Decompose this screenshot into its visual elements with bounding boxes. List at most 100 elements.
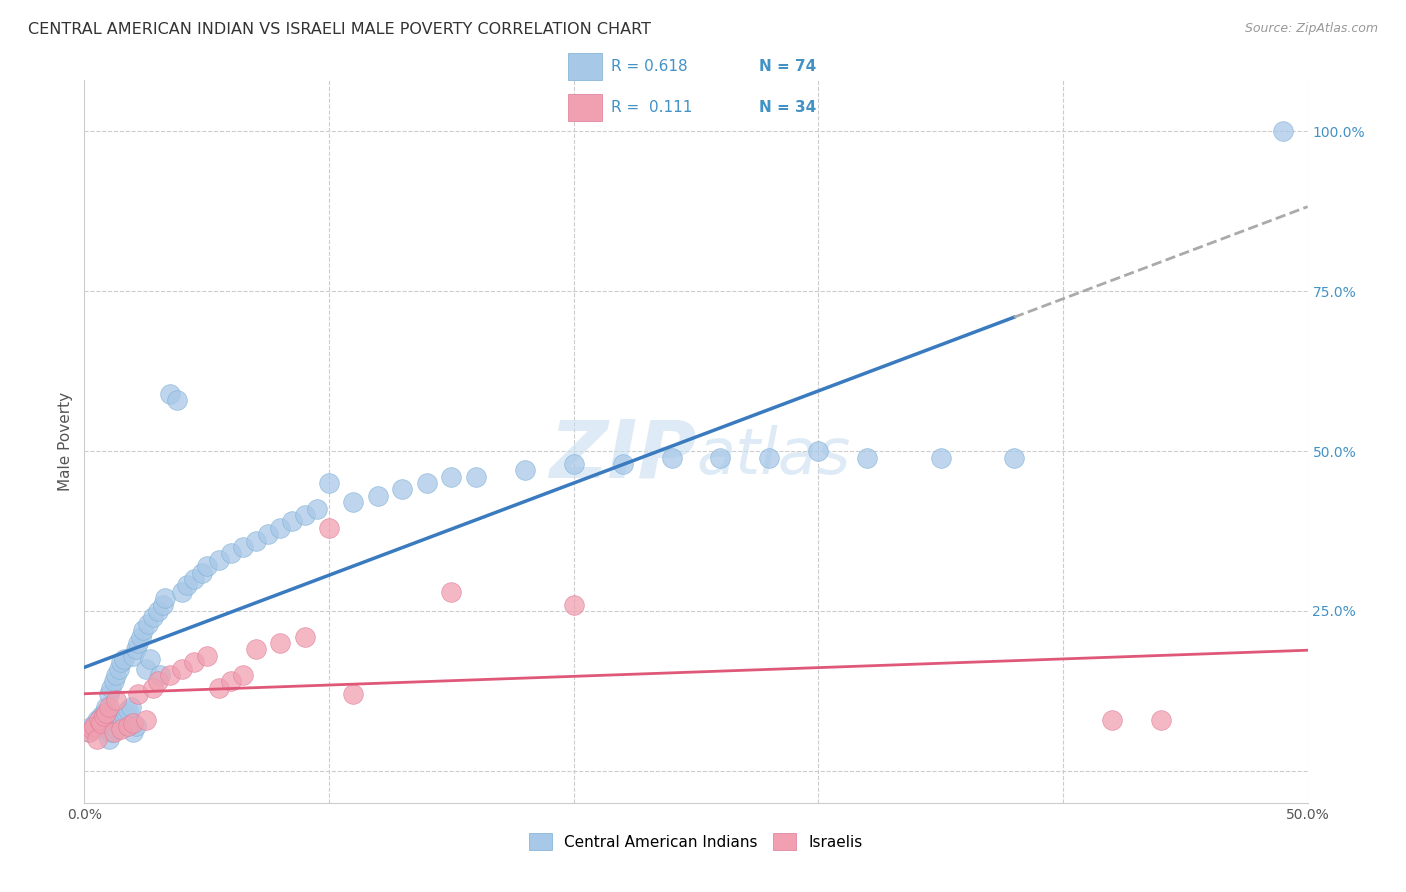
Point xyxy=(440,469,463,483)
Text: N = 74: N = 74 xyxy=(759,59,815,74)
Y-axis label: Male Poverty: Male Poverty xyxy=(58,392,73,491)
Point xyxy=(159,668,181,682)
Point xyxy=(86,713,108,727)
Point xyxy=(87,715,110,730)
Point xyxy=(107,661,129,675)
Point xyxy=(127,687,149,701)
Point xyxy=(245,642,267,657)
Point xyxy=(342,687,364,701)
Point xyxy=(183,655,205,669)
Point xyxy=(136,616,159,631)
Point xyxy=(513,463,536,477)
Point xyxy=(153,591,176,606)
Point xyxy=(80,719,103,733)
Point xyxy=(176,578,198,592)
Point xyxy=(117,703,139,717)
Point xyxy=(1101,713,1123,727)
Point xyxy=(97,699,120,714)
Point xyxy=(562,598,585,612)
Point xyxy=(219,546,242,560)
Point xyxy=(83,719,105,733)
Point xyxy=(166,392,188,407)
Point xyxy=(90,709,112,723)
Point xyxy=(172,661,194,675)
Point xyxy=(86,731,108,746)
Point xyxy=(115,706,138,721)
Point xyxy=(122,715,145,730)
Point xyxy=(661,450,683,465)
Point xyxy=(318,521,340,535)
Point xyxy=(129,630,152,644)
Point xyxy=(758,450,780,465)
Point xyxy=(219,674,242,689)
Point xyxy=(367,489,389,503)
Point xyxy=(305,501,328,516)
Point xyxy=(132,623,155,637)
Point xyxy=(105,723,128,737)
Bar xyxy=(568,94,602,120)
Point xyxy=(97,731,120,746)
Point xyxy=(149,668,172,682)
Point xyxy=(103,725,125,739)
Point xyxy=(110,655,132,669)
Point xyxy=(391,483,413,497)
Point xyxy=(122,648,145,663)
Point xyxy=(142,681,165,695)
Point xyxy=(152,598,174,612)
Point xyxy=(562,457,585,471)
Point xyxy=(80,723,103,737)
Text: N = 34: N = 34 xyxy=(759,100,815,115)
Point xyxy=(269,636,291,650)
Text: Source: ZipAtlas.com: Source: ZipAtlas.com xyxy=(1244,22,1378,36)
Legend: Central American Indians, Israelis: Central American Indians, Israelis xyxy=(523,827,869,856)
Point xyxy=(100,725,122,739)
Point xyxy=(107,715,129,730)
Point xyxy=(807,444,830,458)
Point xyxy=(1150,713,1173,727)
Point xyxy=(77,725,100,739)
Point xyxy=(135,713,157,727)
Text: ZIP: ZIP xyxy=(548,417,696,495)
Text: atlas: atlas xyxy=(696,425,851,487)
Point xyxy=(142,610,165,624)
Point xyxy=(100,681,122,695)
Point xyxy=(120,699,142,714)
Point xyxy=(191,566,214,580)
Point xyxy=(105,693,128,707)
Point xyxy=(96,699,118,714)
Point xyxy=(208,553,231,567)
Point xyxy=(318,476,340,491)
Point xyxy=(122,725,145,739)
Point xyxy=(1272,124,1295,138)
Point xyxy=(77,725,100,739)
Point xyxy=(112,709,135,723)
Point xyxy=(105,668,128,682)
Point xyxy=(146,674,169,689)
Point xyxy=(294,508,316,522)
Point xyxy=(856,450,879,465)
Point xyxy=(416,476,439,491)
Point xyxy=(929,450,952,465)
Text: R =  0.111: R = 0.111 xyxy=(610,100,692,115)
Point xyxy=(709,450,731,465)
Point xyxy=(127,636,149,650)
Point xyxy=(103,719,125,733)
Point xyxy=(232,668,254,682)
Point xyxy=(159,386,181,401)
Point xyxy=(117,719,139,733)
Point xyxy=(1002,450,1025,465)
Point xyxy=(342,495,364,509)
Point xyxy=(294,630,316,644)
Point xyxy=(112,652,135,666)
Point xyxy=(135,661,157,675)
Point xyxy=(125,719,148,733)
Point xyxy=(97,687,120,701)
Point xyxy=(139,652,162,666)
Text: CENTRAL AMERICAN INDIAN VS ISRAELI MALE POVERTY CORRELATION CHART: CENTRAL AMERICAN INDIAN VS ISRAELI MALE … xyxy=(28,22,651,37)
Point xyxy=(245,533,267,548)
Point xyxy=(464,469,486,483)
Point xyxy=(110,723,132,737)
Point xyxy=(195,648,218,663)
Point xyxy=(125,642,148,657)
Point xyxy=(83,723,105,737)
